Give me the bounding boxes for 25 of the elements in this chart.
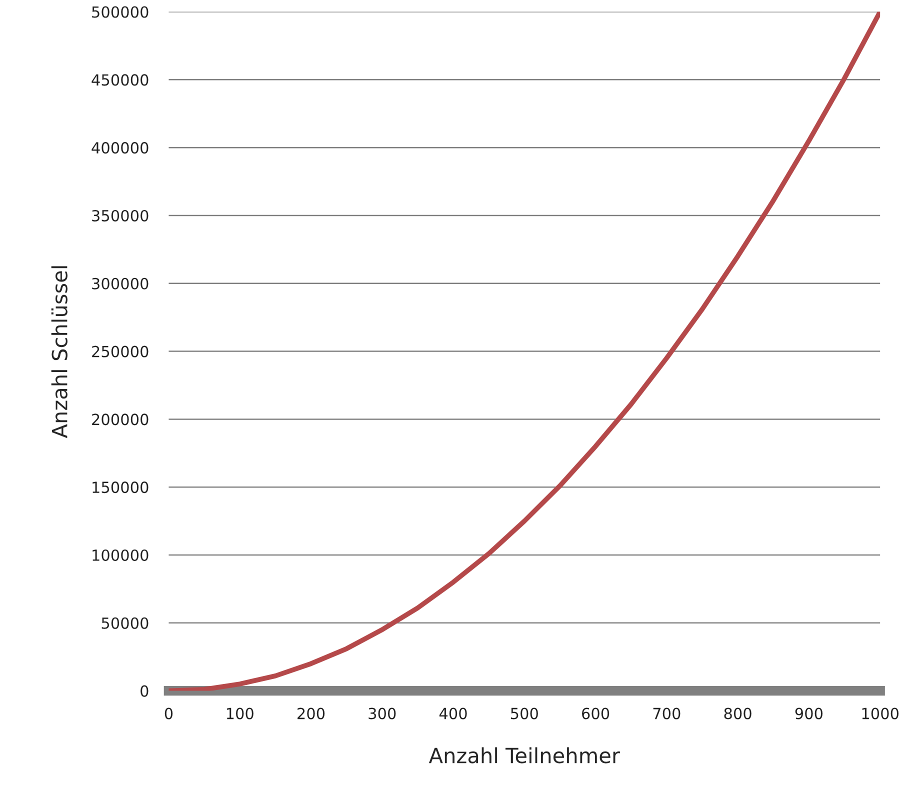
y-tick-label: 350000 xyxy=(92,210,148,222)
x-tick-label: 500 xyxy=(511,708,538,720)
y-tick-label: 300000 xyxy=(92,278,148,290)
x-tick-label: 400 xyxy=(439,708,467,720)
y-tick-label: 500000 xyxy=(92,6,148,18)
x-tick-label: 1000 xyxy=(862,708,899,720)
x-tick-label: 300 xyxy=(368,708,396,720)
y-axis-title: Anzahl Schlüssel xyxy=(51,266,68,438)
x-tick-label: 0 xyxy=(164,708,173,720)
y-tick-label: 0 xyxy=(140,685,148,697)
x-tick-label: 100 xyxy=(226,708,254,720)
y-tick-label: 250000 xyxy=(92,346,148,358)
y-tick-label: 200000 xyxy=(92,414,148,426)
line-series xyxy=(168,12,880,691)
x-axis-title: Anzahl Teilnehmer xyxy=(428,747,620,764)
y-tick-label: 100000 xyxy=(92,549,148,562)
x-tick-label: 600 xyxy=(582,708,610,720)
x-tick-label: 900 xyxy=(795,708,823,720)
x-tick-label: 700 xyxy=(653,708,680,720)
y-tick-label: 50000 xyxy=(102,617,148,629)
x-tick-label: 800 xyxy=(724,708,752,720)
y-tick-label: 400000 xyxy=(92,142,148,154)
y-tick-label: 450000 xyxy=(92,74,148,86)
y-tick-label: 150000 xyxy=(92,482,148,494)
x-tick-label: 200 xyxy=(298,708,325,720)
